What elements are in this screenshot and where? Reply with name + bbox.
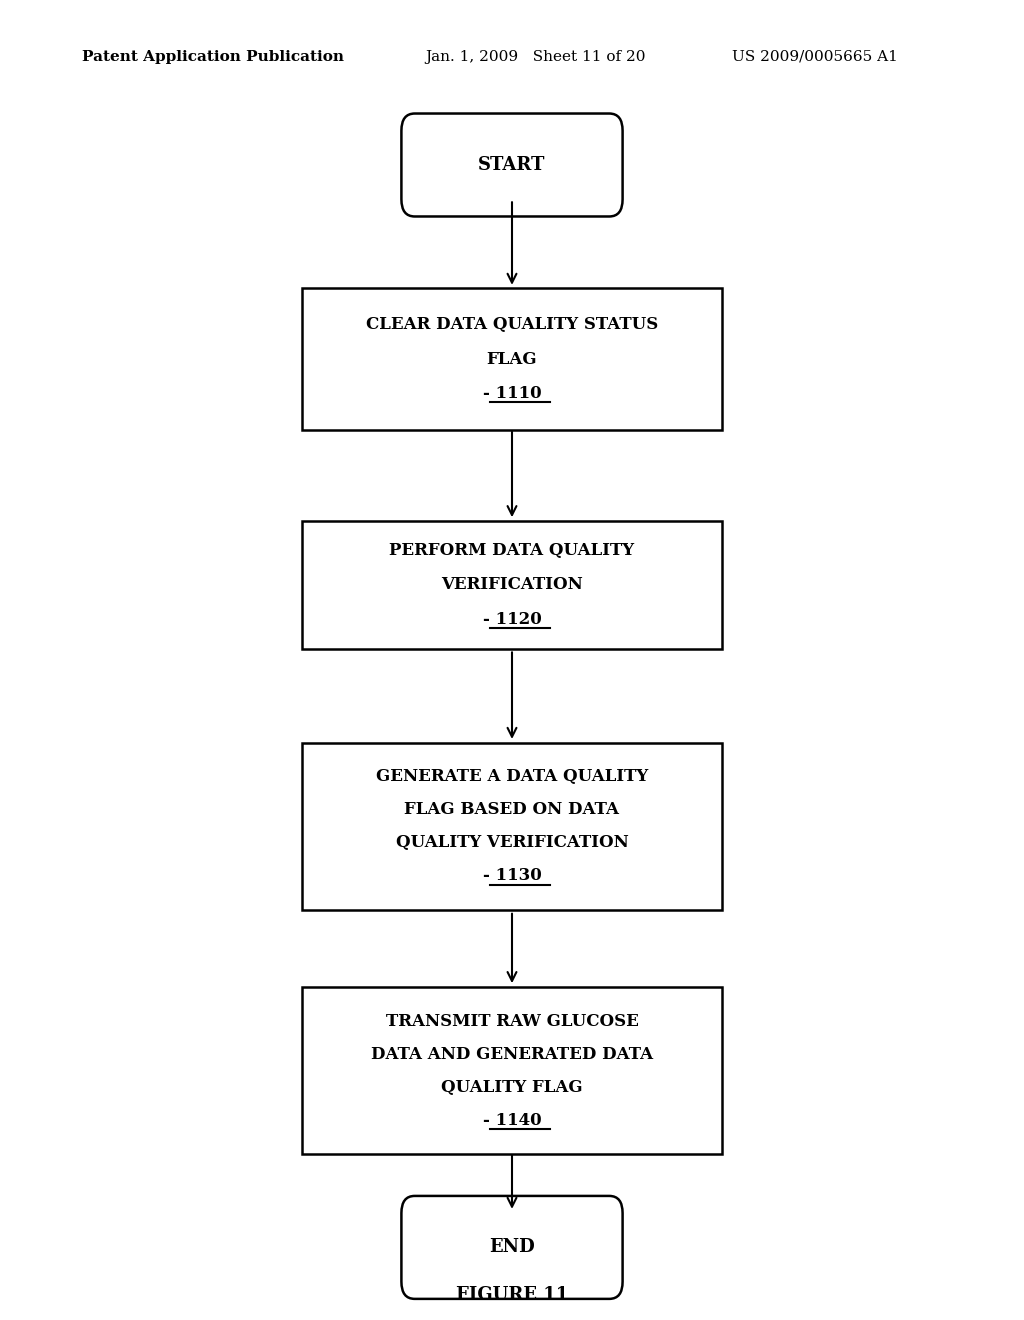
Text: FLAG: FLAG bbox=[486, 351, 538, 367]
Bar bbox=[302, 987, 722, 1154]
Text: DATA AND GENERATED DATA: DATA AND GENERATED DATA bbox=[371, 1045, 653, 1063]
Text: - 1140: - 1140 bbox=[482, 1111, 542, 1129]
Text: US 2009/0005665 A1: US 2009/0005665 A1 bbox=[732, 50, 898, 63]
Bar bbox=[302, 289, 722, 430]
Text: - 1130: - 1130 bbox=[482, 867, 542, 884]
FancyBboxPatch shape bbox=[401, 114, 623, 216]
Text: PERFORM DATA QUALITY: PERFORM DATA QUALITY bbox=[389, 543, 635, 558]
Text: Patent Application Publication: Patent Application Publication bbox=[82, 50, 344, 63]
Text: VERIFICATION: VERIFICATION bbox=[441, 577, 583, 593]
Text: FIGURE 11: FIGURE 11 bbox=[456, 1286, 568, 1304]
Text: START: START bbox=[478, 156, 546, 174]
Text: - 1120: - 1120 bbox=[482, 611, 542, 627]
Text: GENERATE A DATA QUALITY: GENERATE A DATA QUALITY bbox=[376, 768, 648, 785]
Text: - 1110: - 1110 bbox=[482, 385, 542, 401]
Text: TRANSMIT RAW GLUCOSE: TRANSMIT RAW GLUCOSE bbox=[386, 1012, 638, 1030]
Bar bbox=[302, 520, 722, 648]
Text: QUALITY FLAG: QUALITY FLAG bbox=[441, 1078, 583, 1096]
Text: QUALITY VERIFICATION: QUALITY VERIFICATION bbox=[395, 834, 629, 851]
Bar bbox=[302, 742, 722, 911]
Text: END: END bbox=[489, 1238, 535, 1257]
Text: FLAG BASED ON DATA: FLAG BASED ON DATA bbox=[404, 801, 620, 818]
Text: CLEAR DATA QUALITY STATUS: CLEAR DATA QUALITY STATUS bbox=[366, 317, 658, 333]
FancyBboxPatch shape bbox=[401, 1196, 623, 1299]
Text: Jan. 1, 2009   Sheet 11 of 20: Jan. 1, 2009 Sheet 11 of 20 bbox=[425, 50, 645, 63]
